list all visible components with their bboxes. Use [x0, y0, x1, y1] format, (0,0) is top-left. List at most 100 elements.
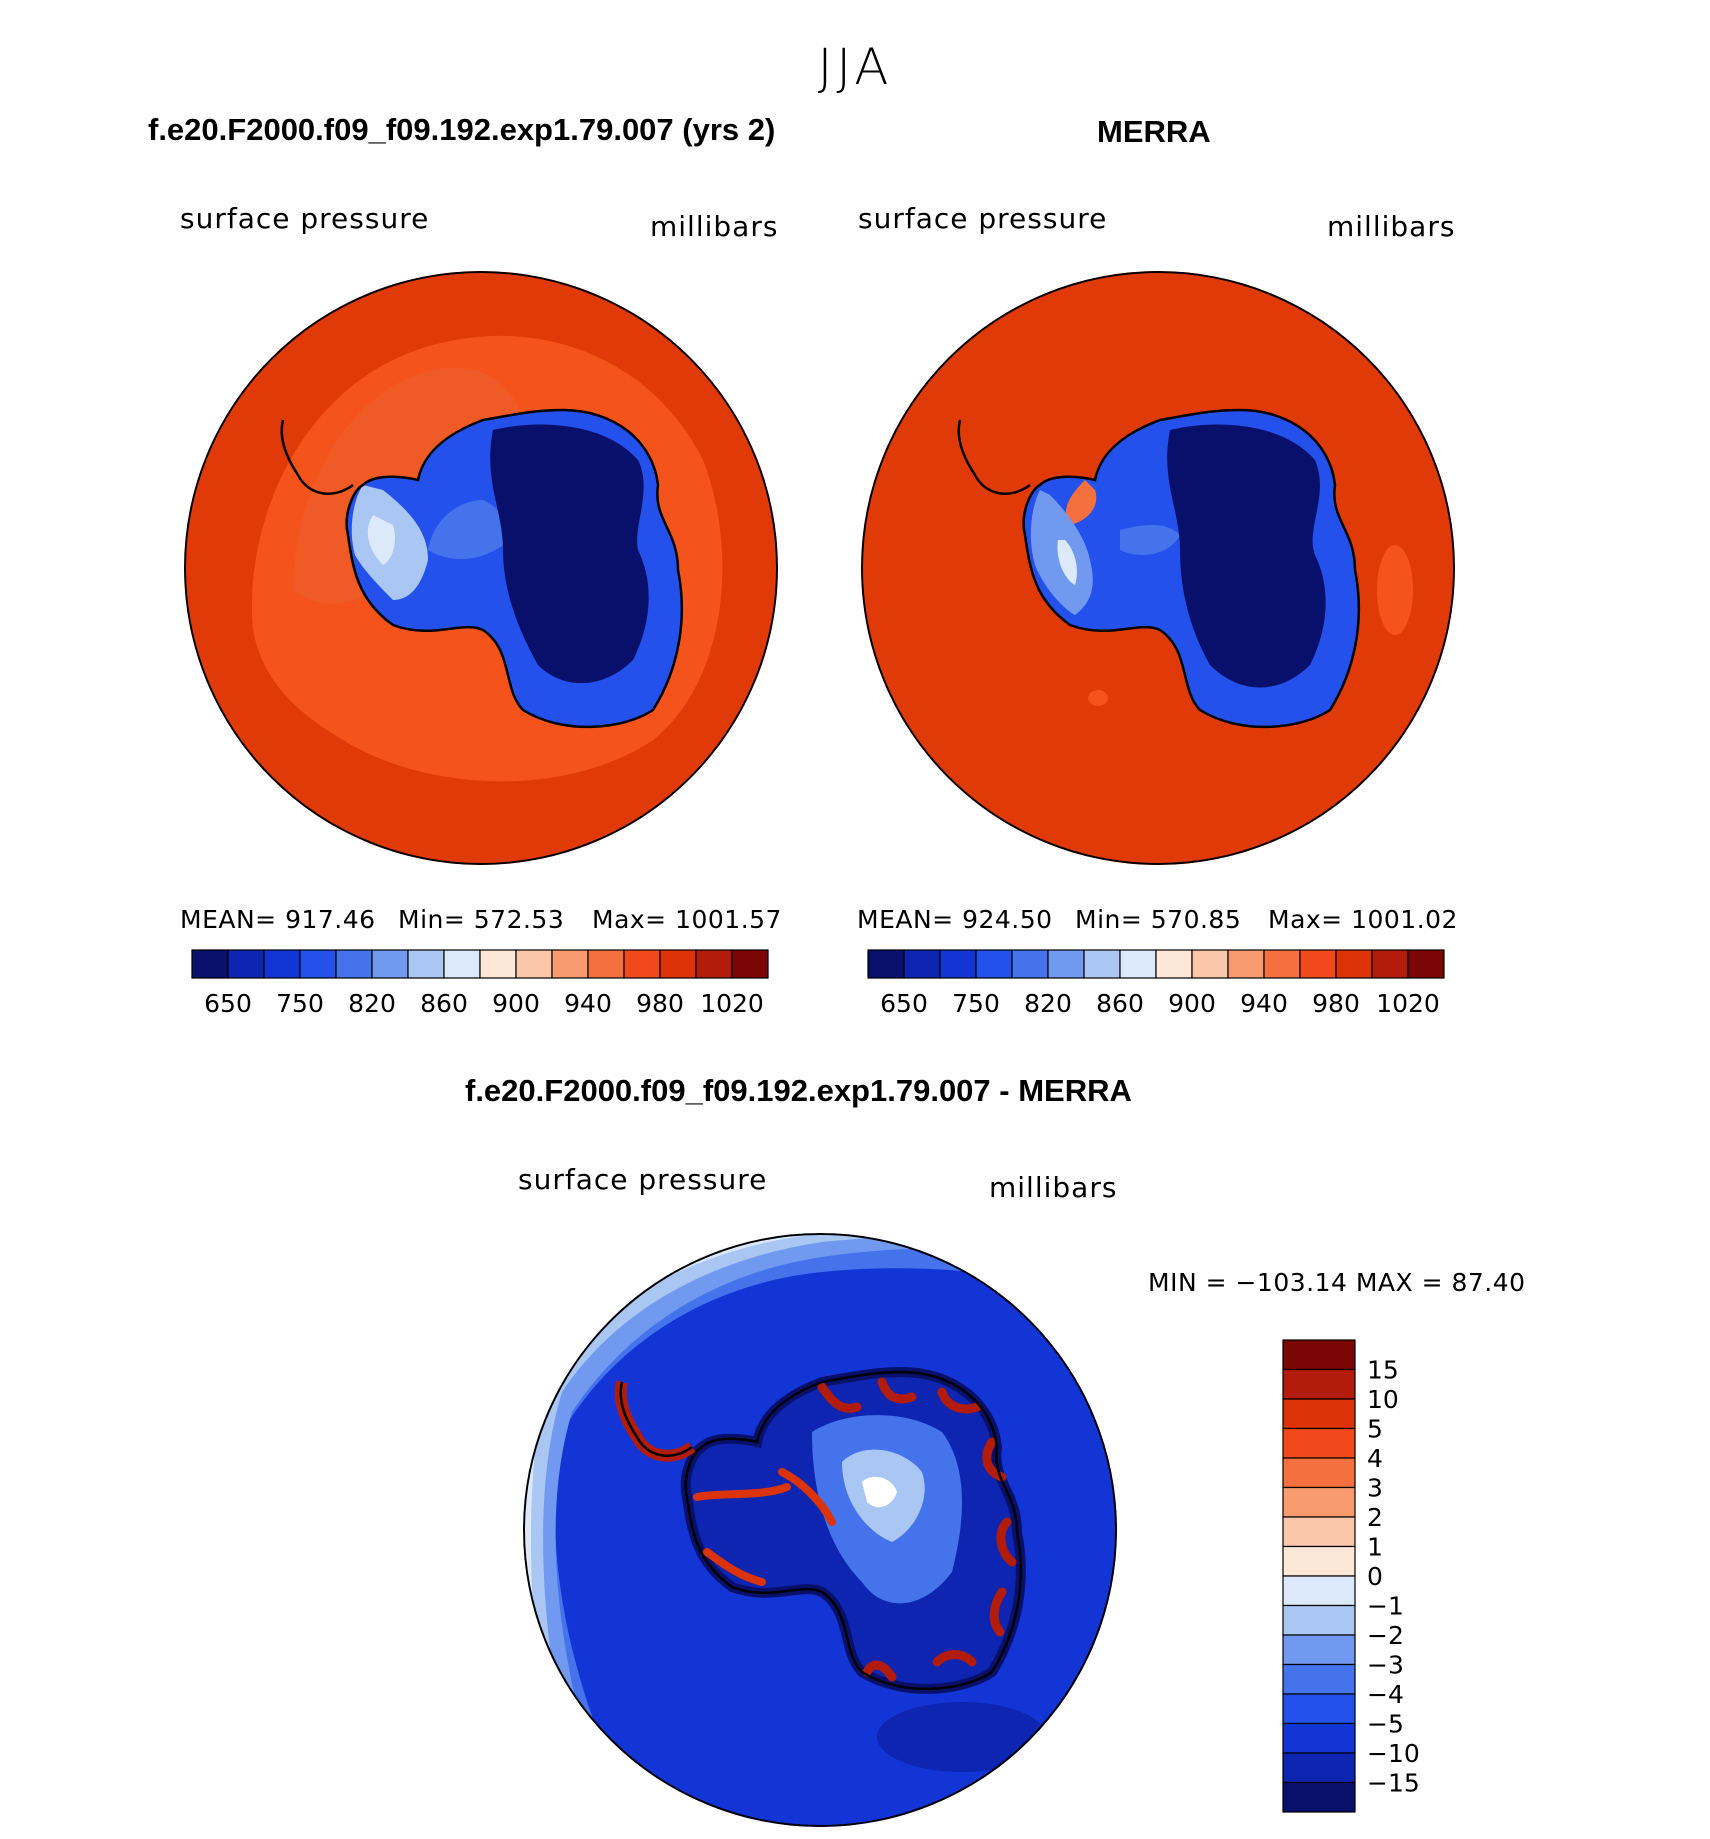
panel2-min-stat: Min= 570.85	[1075, 905, 1242, 934]
panel1-colorbar-swatch-3	[299, 949, 337, 979]
panel3-polar-map	[523, 1233, 1117, 1827]
season-title: JJA	[817, 38, 893, 96]
panel1-colorbar-swatch-7	[443, 949, 481, 979]
panel1-colorbar-swatch-11	[587, 949, 625, 979]
panel1-polar-map	[184, 271, 778, 865]
panel3-colorbar-swatch-7	[1282, 1545, 1356, 1577]
panel1-colorbar-tick-label-3: 860	[420, 989, 468, 1018]
panel3-colorbar-tick-label-5: 2	[1367, 1503, 1383, 1532]
panel1-mean-stat: MEAN= 917.46	[180, 905, 376, 934]
panel3-colorbar-tick-label-8: −1	[1367, 1592, 1404, 1621]
panel1-coastline	[345, 408, 684, 729]
panel1-colorbar-swatch-10	[551, 949, 589, 979]
panel2-colorbar-swatch-1	[903, 949, 941, 979]
panel1-colorbar-swatch-5	[371, 949, 409, 979]
panel3-colorbar-swatch-14	[1282, 1752, 1356, 1784]
panel1-colorbar-swatch-1	[227, 949, 265, 979]
panel2-colorbar: 650 750 820 860 900 940 980 1020	[867, 949, 1445, 1018]
panel3-units-label: millibars	[989, 1171, 1118, 1204]
panel2-colorbar-tick-label-0: 650	[880, 989, 928, 1018]
panel3-colorbar-tick-label-7: 0	[1367, 1562, 1383, 1591]
panel1-colorbar-tick-label-1: 750	[276, 989, 324, 1018]
panel2-colorbar-swatch-11	[1263, 949, 1301, 979]
panel1-colorbar-swatch-15	[731, 949, 769, 979]
panel2-colorbar-swatch-13	[1335, 949, 1373, 979]
panel2-colorbar-swatch-4	[1011, 949, 1049, 979]
panel1-max-stat: Max= 1001.57	[592, 905, 782, 934]
panel3-colorbar-swatch-9	[1282, 1604, 1356, 1636]
panel1-colorbar-swatch-9	[515, 949, 553, 979]
panel1-colorbar-swatch-2	[263, 949, 301, 979]
panel2-colorbar-swatch-0	[867, 949, 905, 979]
panel1-colorbar-swatch-4	[335, 949, 373, 979]
panel2-colorbar-tick-label-7: 1020	[1376, 989, 1440, 1018]
panel3-colorbar-tick-label-11: −4	[1367, 1680, 1404, 1709]
panel3-colorbar-swatch-10	[1282, 1634, 1356, 1666]
panel1-colorbar-tick-label-7: 1020	[700, 989, 764, 1018]
panel2-title: MERRA	[1097, 114, 1211, 149]
panel2-polar-map	[861, 271, 1455, 865]
panel3-minmax-stat: MIN = −103.14 MAX = 87.40	[1148, 1268, 1526, 1297]
panel3-colorbar-swatch-1	[1282, 1368, 1356, 1400]
panel3-colorbar-swatch-0	[1282, 1339, 1356, 1371]
panel2-colorbar-tick-label-4: 900	[1168, 989, 1216, 1018]
panel1-colorbar-swatch-12	[623, 949, 661, 979]
panel3-colorbar-swatch-6	[1282, 1516, 1356, 1548]
panel1-title: f.e20.F2000.f09_f09.192.exp1.79.007 (yrs…	[148, 112, 776, 147]
panel3-colorbar-tick-label-0: 15	[1367, 1356, 1399, 1385]
panel1-colorbar: 650 750 820 860 900 940 980 1020	[191, 949, 769, 1018]
panel3-colorbar-swatch-13	[1282, 1722, 1356, 1754]
panel3-colorbar-tick-label-4: 3	[1367, 1474, 1383, 1503]
panel3-colorbar-swatch-11	[1282, 1663, 1356, 1695]
panel3-colorbar-tick-label-3: 4	[1367, 1444, 1383, 1473]
panel3-colorbar-swatch-5	[1282, 1486, 1356, 1518]
panel2-colorbar-tick-label-3: 860	[1096, 989, 1144, 1018]
panel2-colorbar-tick-label-2: 820	[1024, 989, 1072, 1018]
panel1-colorbar-tick-label-0: 650	[204, 989, 252, 1018]
panel3-colorbar-swatch-3	[1282, 1427, 1356, 1459]
panel2-colorbar-swatch-5	[1047, 949, 1085, 979]
panel2-colorbar-swatch-12	[1299, 949, 1337, 979]
panel2-plateau-field	[1167, 424, 1326, 688]
panel3-colorbar-tick-label-1: 10	[1367, 1385, 1399, 1414]
panel3-colorbar-tick-label-12: −5	[1367, 1710, 1404, 1739]
panel1-colorbar-tick-label-2: 820	[348, 989, 396, 1018]
panel3-title: f.e20.F2000.f09_f09.192.exp1.79.007 - ME…	[465, 1073, 1132, 1108]
panel2-colorbar-swatch-7	[1119, 949, 1157, 979]
panel1-colorbar-swatch-14	[695, 949, 733, 979]
panel3-variable-label: surface pressure	[518, 1163, 768, 1196]
panel3-colorbar-swatch-4	[1282, 1457, 1356, 1489]
panel1-colorbar-tick-label-5: 940	[564, 989, 612, 1018]
panel3-colorbar-tick-label-2: 5	[1367, 1415, 1383, 1444]
panel1-colorbar-swatch-6	[407, 949, 445, 979]
panel2-colorbar-swatch-3	[975, 949, 1013, 979]
panel2-colorbar-swatch-10	[1227, 949, 1265, 979]
panel2-coastline	[1022, 408, 1361, 729]
panel2-colorbar-swatch-8	[1155, 949, 1193, 979]
panel1-colorbar-tick-label-6: 980	[636, 989, 684, 1018]
panel2-colorbar-swatch-15	[1407, 949, 1445, 979]
panel2-colorbar-swatch-2	[939, 949, 977, 979]
panel2-colorbar-swatch-14	[1371, 949, 1409, 979]
panel1-units-label: millibars	[650, 210, 779, 243]
panel1-colorbar-swatch-8	[479, 949, 517, 979]
panel1-colorbar-swatch-0	[191, 949, 229, 979]
panel3-colorbar-swatch-8	[1282, 1575, 1356, 1607]
panel2-variable-label: surface pressure	[858, 202, 1108, 235]
panel3-colorbar-swatch-12	[1282, 1693, 1356, 1725]
panel1-plateau-field	[490, 424, 649, 684]
panel3-colorbar-swatch-15	[1282, 1781, 1356, 1813]
panel1-colorbar-tick-label-4: 900	[492, 989, 540, 1018]
panel1-colorbar-swatch-13	[659, 949, 697, 979]
panel3-colorbar-tick-label-6: 1	[1367, 1533, 1383, 1562]
panel3-colorbar-tick-label-9: −2	[1367, 1621, 1404, 1650]
panel3-colorbar-tick-label-13: −10	[1367, 1739, 1420, 1768]
panel3-colorbar-tick-label-14: −15	[1367, 1769, 1420, 1798]
panel3-colorbar-tick-label-10: −3	[1367, 1651, 1404, 1680]
panel3-colorbar-swatch-2	[1282, 1398, 1356, 1430]
panel2-units-label: millibars	[1327, 210, 1456, 243]
panel3-coastline	[684, 1370, 1023, 1691]
panel2-mean-stat: MEAN= 924.50	[857, 905, 1053, 934]
panel1-variable-label: surface pressure	[180, 202, 430, 235]
